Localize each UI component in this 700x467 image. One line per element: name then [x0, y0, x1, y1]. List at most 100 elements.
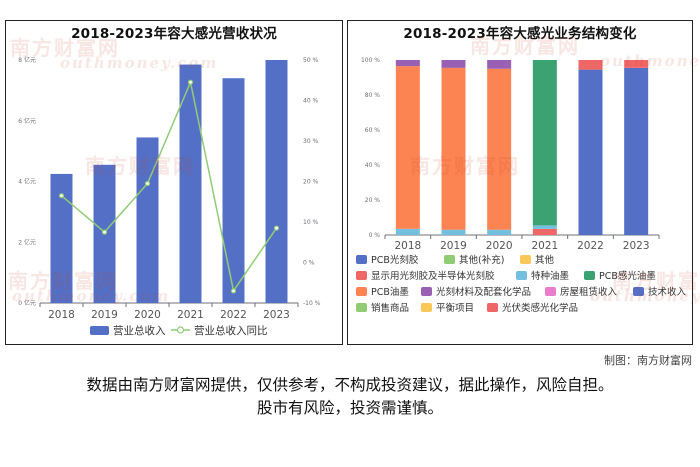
legend-label: 特种油墨 — [531, 270, 570, 282]
structure-chart: 0 % 20 % 40 % 60 % 80 % 100 % 2018 2019 2020 2021… — [356, 57, 687, 314]
y-left-tick-label: 6 亿元 — [18, 117, 36, 125]
y-tick-label: 60 % — [365, 127, 381, 134]
revenue-bar — [179, 64, 202, 304]
y-right-tick-label: 0 % — [303, 260, 315, 267]
yoy-point — [187, 79, 194, 85]
stacked-bar-segment — [624, 67, 649, 235]
revenue-chart: 0 亿元 2 亿元 4 亿元 6 亿元 8 亿元 -10 % 0 % 10 % 20 % 30 %… — [18, 56, 321, 337]
x-tick-label: 2022 — [577, 240, 604, 252]
legend-swatch — [356, 255, 367, 264]
legend-label: 显示用光刻胶及半导体光刻胶 — [371, 270, 495, 282]
x-tick-label: 2023 — [623, 240, 650, 252]
x-tick-label: 2021 — [177, 309, 204, 321]
legend-label-revenue: 营业总收入 — [113, 324, 166, 337]
y-right-tick-label: -10 % — [303, 300, 321, 307]
x-tick-label: 2020 — [486, 240, 513, 252]
y-right-tick-label: 40 % — [303, 98, 319, 105]
revenue-bar — [136, 137, 159, 303]
watermark-text: 南方财富网 — [8, 269, 118, 293]
y-left-tick-label: 4 亿元 — [18, 178, 36, 186]
yoy-point — [144, 180, 151, 187]
legend-label: 房屋租赁收入 — [560, 286, 618, 298]
revenue-chart-title: 2018-2023年容大感光营收状况 — [71, 26, 277, 42]
legend-swatch — [487, 303, 498, 312]
legend-swatch — [444, 255, 455, 264]
x-tick-label: 2023 — [263, 309, 290, 321]
legend-swatch — [545, 287, 556, 296]
legend-swatch-yoy-marker — [176, 326, 185, 334]
x-tick-label: 2020 — [134, 309, 161, 321]
legend-swatch — [421, 287, 432, 296]
watermark-text: 南方财富网 — [470, 34, 580, 58]
y-left-tick-label: 8 亿元 — [18, 56, 36, 64]
stacked-bar-segment — [624, 60, 649, 68]
stacked-bar-segment — [395, 66, 420, 229]
y-right-tick-label: 50 % — [303, 57, 319, 64]
legend-swatch — [356, 303, 367, 312]
legend-label: PCB油墨 — [371, 286, 409, 298]
stacked-bar-segment — [578, 69, 603, 235]
revenue-bar — [50, 173, 73, 303]
x-tick-label: 2021 — [531, 240, 558, 252]
yoy-line — [61, 79, 278, 293]
disclaimer-line-1: 数据由南方财富网提供，仅供参考，不构成投资建议，据此操作，风险自担。 — [86, 376, 614, 394]
legend-label: 其他 — [535, 254, 555, 266]
stacked-bar-segment — [487, 60, 512, 69]
stacked-bar-segment — [532, 228, 557, 235]
y-right-tick-label: 30 % — [303, 138, 319, 145]
y-tick-label: 40 % — [365, 162, 381, 169]
legend-swatch — [520, 255, 531, 264]
legend-label: PCB光刻胶 — [371, 254, 419, 266]
stacked-bar-segment — [532, 60, 557, 226]
stacked-bar-segment — [441, 67, 466, 230]
yoy-point — [101, 229, 108, 235]
watermark-url: outhmoney.com — [60, 54, 219, 72]
legend-swatch — [584, 271, 595, 280]
x-tick-label: 2019 — [440, 240, 467, 252]
yoy-point — [273, 225, 280, 231]
x-tick-label: 2018 — [394, 240, 421, 252]
y-tick-label: 80 % — [365, 92, 381, 99]
stacked-bar-segment — [487, 229, 512, 235]
stacked-bar-segment — [487, 68, 512, 230]
watermark-text: 南方财富网 — [10, 36, 120, 60]
legend-swatch — [356, 271, 367, 280]
legend-label: 光伏类感光化学品 — [502, 302, 578, 314]
revenue-bar — [265, 60, 288, 303]
watermark-url: outhmoney.com — [590, 287, 700, 305]
x-tick-label: 2022 — [220, 309, 247, 321]
legend-label: 技术收入 — [648, 286, 687, 298]
y-right-tick-label: 20 % — [303, 179, 319, 186]
watermark-url: outhmoney.com — [12, 287, 171, 305]
x-tick-label: 2018 — [48, 309, 75, 321]
watermark-text: 南方财富网 — [85, 154, 195, 178]
stacked-bar-segment — [395, 228, 420, 235]
legend-label: 平衡项目 — [436, 302, 474, 314]
y-right-tick-label: 10 % — [303, 219, 319, 226]
watermark-text: 南方财富网 — [612, 269, 700, 293]
y-tick-label: 0 % — [369, 232, 381, 239]
legend-label-yoy: 营业总收入同比 — [194, 324, 268, 337]
stacked-bar-segment — [395, 60, 420, 67]
legend-swatch — [421, 303, 432, 312]
watermark-url: outhmoney.com — [600, 52, 700, 70]
y-left-tick-label: 2 亿元 — [18, 238, 36, 246]
legend-label: 光刻材料及配套化学品 — [436, 286, 531, 298]
disclaimer-line-2: 股市有风险，投资需谨慎。 — [256, 399, 443, 417]
revenue-bar — [222, 78, 245, 303]
structure-chart-panel: 2018-2023年容大感光业务结构变化 0 % 20 % 40 % 60 % 80 %… — [347, 20, 693, 345]
y-tick-label: 100 % — [361, 57, 380, 64]
legend-swatch — [633, 287, 644, 296]
legend-label: PCB感光油墨 — [599, 270, 656, 282]
x-tick-label: 2019 — [91, 309, 118, 321]
y-left-tick-label: 0 亿元 — [18, 299, 36, 307]
legend-swatch — [356, 287, 367, 296]
watermark-text: 南方财富网 — [410, 154, 520, 178]
disclaimer: 数据由南方财富网提供，仅供参考，不构成投资建议，据此操作，风险自担。 股市有风险… — [0, 374, 700, 420]
legend-label: 销售商品 — [371, 302, 409, 314]
credit-label: 制图：南方财富网 — [604, 354, 692, 367]
legend-swatch — [516, 271, 527, 280]
yoy-point — [230, 288, 237, 294]
legend-swatch-revenue — [90, 326, 109, 335]
y-tick-label: 20 % — [365, 197, 381, 204]
